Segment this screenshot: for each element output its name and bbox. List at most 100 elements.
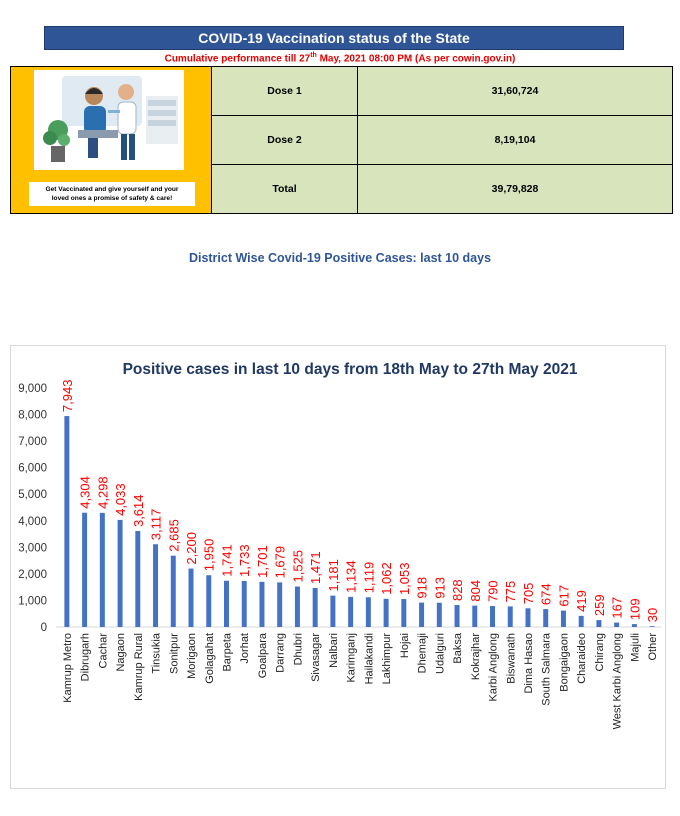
bar <box>330 595 336 627</box>
bar <box>170 555 176 627</box>
vaccination-illustration <box>34 70 184 170</box>
category-label: Dhemaji <box>417 633 429 673</box>
doctor-vaccinating-patient-icon <box>43 76 178 162</box>
bar <box>312 587 318 627</box>
category-label: Lakhimpur <box>381 633 393 685</box>
data-label: 109 <box>627 598 642 620</box>
y-tick-label: 0 <box>41 622 47 634</box>
bar <box>224 580 229 627</box>
bar <box>188 568 194 627</box>
y-tick-label: 6,000 <box>18 463 47 475</box>
total-row: Total 39,79,828 <box>212 165 672 213</box>
dose2-label: Dose 2 <box>212 116 358 164</box>
category-label: Other <box>647 633 659 661</box>
category-label: Majuli <box>629 633 641 662</box>
bar <box>117 519 123 627</box>
bar <box>153 544 159 627</box>
dose1-value: 31,60,724 <box>491 85 539 97</box>
category-label: Goalpara <box>257 632 269 678</box>
category-label: Darrang <box>275 633 287 673</box>
category-label: Sonitpur <box>168 633 180 674</box>
bar <box>383 598 389 627</box>
district-section-title: District Wise Covid-19 Positive Cases: l… <box>188 251 492 265</box>
category-label: Charaideo <box>576 633 588 684</box>
bar <box>507 606 513 627</box>
category-label: Cachar <box>97 633 109 669</box>
category-label: Kamrup Rural <box>133 633 145 701</box>
y-tick-label: 5,000 <box>18 489 47 501</box>
category-label: South Salmara <box>541 632 553 706</box>
bar <box>614 622 620 627</box>
data-label: 1,181 <box>326 559 341 592</box>
bar <box>578 615 584 627</box>
category-label: Morigaon <box>186 633 198 679</box>
data-label: 4,033 <box>113 483 128 516</box>
category-label: Hailakandi <box>363 633 375 684</box>
bar <box>560 610 566 627</box>
data-label: 828 <box>450 579 465 601</box>
category-label: Dima Hasao <box>523 633 535 694</box>
bar <box>525 608 531 627</box>
positive-cases-chart: Positive cases in last 10 days from 18th… <box>10 345 666 789</box>
category-label: Kokrajhar <box>470 633 482 680</box>
category-label: Jorhat <box>239 633 251 664</box>
bar <box>294 586 300 627</box>
category-label: Tinsukia <box>151 632 163 673</box>
category-label: Karbi Anglong <box>488 633 500 702</box>
bar <box>490 606 495 627</box>
data-label: 804 <box>468 580 483 602</box>
category-label: Kamrup Metro <box>62 633 74 703</box>
bar <box>436 602 442 627</box>
data-label: 1,471 <box>308 551 323 584</box>
data-label: 775 <box>503 581 518 603</box>
bar <box>259 581 265 627</box>
category-label: Udalguri <box>434 633 446 674</box>
data-label: 30 <box>645 608 660 622</box>
category-label: West Karbi Anglong <box>612 633 624 729</box>
dose1-label: Dose 1 <box>212 67 358 115</box>
positive-cases-bar-chart: Positive cases in last 10 days from 18th… <box>18 361 661 729</box>
bar <box>206 575 212 627</box>
data-label: 617 <box>556 585 571 607</box>
vaccination-poster: Get Vaccinated and give yourself and you… <box>11 67 212 213</box>
bar <box>472 605 478 627</box>
data-label: 1,733 <box>237 544 252 577</box>
vaccination-status-banner: COVID-19 Vaccination status of the State <box>44 26 624 50</box>
category-label: Dhubri <box>292 633 304 665</box>
data-label: 790 <box>486 580 501 602</box>
chart-title: Positive cases in last 10 days from 18th… <box>123 361 578 378</box>
data-label: 259 <box>592 594 607 616</box>
bar <box>277 582 283 627</box>
data-label: 167 <box>610 597 625 619</box>
total-value: 39,79,828 <box>491 183 539 195</box>
data-label: 1,062 <box>379 562 394 595</box>
bar <box>241 580 247 627</box>
category-label: Karimganj <box>346 633 358 683</box>
bar <box>596 620 602 627</box>
y-tick-label: 2,000 <box>18 569 47 581</box>
data-label: 1,701 <box>255 545 270 578</box>
y-tick-label: 3,000 <box>18 542 47 554</box>
dose2-value: 8,19,104 <box>494 134 536 146</box>
data-label: 2,200 <box>184 532 199 565</box>
bar <box>419 602 425 627</box>
data-label: 1,525 <box>290 550 305 583</box>
category-label: Baksa <box>452 632 464 663</box>
data-label: 4,304 <box>78 476 93 509</box>
data-label: 705 <box>521 583 536 605</box>
cumulative-subtitle: Cumulative performance till 27th May, 20… <box>164 52 516 65</box>
data-label: 4,298 <box>95 476 110 509</box>
bar <box>631 624 637 627</box>
bar <box>649 626 655 627</box>
category-label: Nagaon <box>115 633 127 672</box>
bar <box>82 512 88 627</box>
bar <box>348 596 354 627</box>
y-tick-label: 7,000 <box>18 436 47 448</box>
category-label: Nalbari <box>328 633 340 668</box>
data-label: 913 <box>432 577 447 599</box>
bar <box>401 599 407 627</box>
dose2-row: Dose 2 8,19,104 <box>212 116 672 165</box>
data-label: 3,117 <box>149 509 164 541</box>
dose1-row: Dose 1 31,60,724 <box>212 67 672 116</box>
data-label: 1,134 <box>344 560 359 593</box>
